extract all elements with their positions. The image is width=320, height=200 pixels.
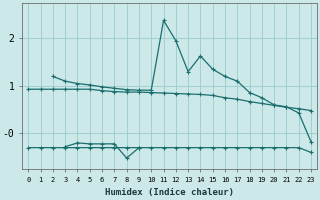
X-axis label: Humidex (Indice chaleur): Humidex (Indice chaleur) bbox=[105, 188, 234, 197]
